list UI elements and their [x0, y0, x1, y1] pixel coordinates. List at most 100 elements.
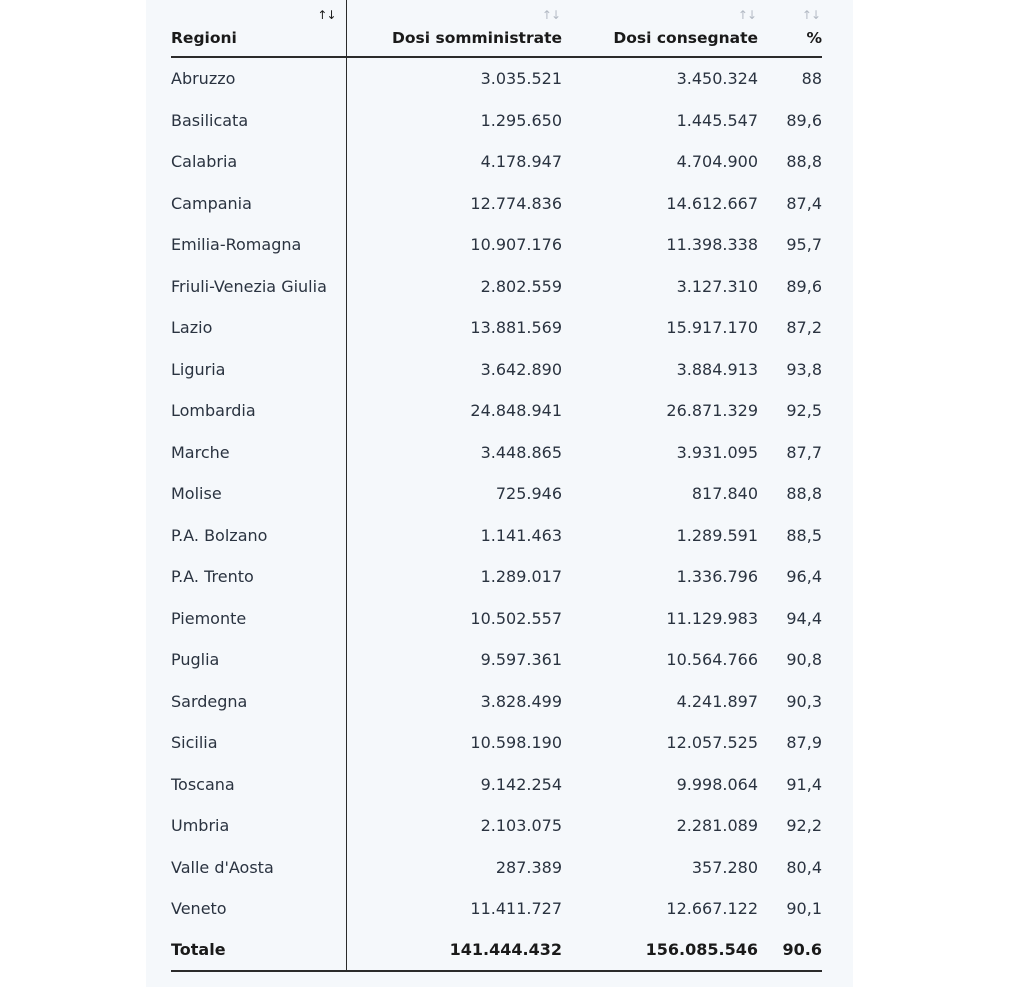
cell-region: Friuli-Venezia Giulia [171, 265, 347, 307]
cell-region: Campania [171, 182, 347, 224]
cell-dosi-consegnate: 1.445.547 [676, 110, 758, 130]
cell-dosi-somministrate: 9.597.361 [480, 650, 562, 670]
cell-dosi-consegnate: 15.917.170 [666, 318, 758, 338]
table-row: Friuli-Venezia Giulia 2.802.559 3.127.310 8… [171, 265, 822, 307]
cell-dosi-consegnate: 817.840 [691, 484, 758, 504]
sort-arrows-icon[interactable]: ↑↓ [541, 8, 561, 22]
cell-dosi-somministrate: 10.502.557 [470, 608, 562, 628]
cell-dosi-consegnate: 11.129.983 [666, 608, 758, 628]
cell-percent: 92,2 [786, 816, 822, 836]
cell-percent: 89,6 [786, 110, 822, 130]
cell-region: Piemonte [171, 597, 347, 639]
cell-region: Molise [171, 473, 347, 515]
cell-percent: 87,7 [786, 442, 822, 462]
cell-dosi-somministrate: 10.598.190 [470, 733, 562, 753]
cell-dosi-consegnate: 14.612.667 [666, 193, 758, 213]
cell-dosi-consegnate: 4.704.900 [676, 152, 758, 172]
cell-percent: 88,8 [786, 152, 822, 172]
cell-percent: 96,4 [786, 567, 822, 587]
cell-dosi-somministrate: 10.907.176 [470, 235, 562, 255]
cell-region: Sicilia [171, 722, 347, 764]
table-body: Abruzzo 3.035.521 3.450.324 88 Basilicata 1.2… [171, 57, 822, 972]
cell-percent: 95,7 [786, 235, 822, 255]
table-row: Molise 725.946 817.840 88,8 [171, 473, 822, 515]
cell-region: Toscana [171, 763, 347, 805]
cell-dosi-somministrate: 9.142.254 [480, 774, 562, 794]
column-label-regioni: Regioni [171, 29, 237, 47]
sort-arrows-icon[interactable]: ↑↓ [737, 8, 757, 22]
cell-region: Emilia-Romagna [171, 224, 347, 266]
cell-region: Calabria [171, 141, 347, 183]
table-row: Toscana 9.142.254 9.998.064 91,4 [171, 763, 822, 805]
table-row: P.A. Bolzano 1.141.463 1.289.591 88,5 [171, 514, 822, 556]
cell-percent: 94,4 [786, 608, 822, 628]
sort-arrows-icon[interactable]: ↑↓ [801, 8, 821, 22]
table-row: Sicilia 10.598.190 12.057.525 87,9 [171, 722, 822, 764]
column-label-percent: % [806, 29, 822, 47]
vaccine-doses-table: ↑↓ Regioni ↑↓ Dosi somministrate ↑↓ Dosi… [171, 0, 822, 972]
table-row: Emilia-Romagna 10.907.176 11.398.338 95,7 [171, 224, 822, 266]
cell-dosi-somministrate: 1.289.017 [480, 567, 562, 587]
cell-dosi-somministrate: 3.828.499 [480, 691, 562, 711]
cell-dosi-consegnate: 2.281.089 [676, 816, 758, 836]
column-header-dosi-consegnate[interactable]: ↑↓ Dosi consegnate [562, 0, 758, 58]
cell-percent: 90,3 [786, 691, 822, 711]
sort-arrows-icon[interactable]: ↑↓ [317, 8, 336, 22]
table-row: P.A. Trento 1.289.017 1.336.796 96,4 [171, 556, 822, 598]
total-label: Totale [171, 929, 347, 972]
cell-dosi-somministrate: 4.178.947 [480, 152, 562, 172]
total-dosi-consegnate: 156.085.546 [562, 929, 758, 972]
cell-dosi-consegnate: 4.241.897 [676, 691, 758, 711]
table-panel: ↑↓ Regioni ↑↓ Dosi somministrate ↑↓ Dosi… [146, 0, 853, 987]
cell-percent: 87,9 [786, 733, 822, 753]
table-row: Liguria 3.642.890 3.884.913 93,8 [171, 348, 822, 390]
table-row: Lombardia 24.848.941 26.871.329 92,5 [171, 390, 822, 432]
cell-dosi-somministrate: 1.295.650 [480, 110, 562, 130]
cell-dosi-somministrate: 2.802.559 [480, 276, 562, 296]
column-label-dosi-consegnate: Dosi consegnate [613, 29, 758, 47]
cell-region: Veneto [171, 888, 347, 930]
cell-dosi-consegnate: 3.450.324 [676, 69, 758, 89]
cell-percent: 88,8 [786, 484, 822, 504]
column-header-percent[interactable]: ↑↓ % [758, 0, 822, 58]
cell-dosi-somministrate: 3.642.890 [480, 359, 562, 379]
cell-percent: 87,2 [786, 318, 822, 338]
cell-dosi-consegnate: 12.057.525 [666, 733, 758, 753]
total-row: Totale 141.444.432 156.085.546 90.6 [171, 929, 822, 972]
cell-dosi-somministrate: 287.389 [495, 857, 562, 877]
cell-dosi-consegnate: 357.280 [691, 857, 758, 877]
cell-region: Puglia [171, 639, 347, 681]
cell-percent: 88 [801, 69, 822, 89]
table-row: Marche 3.448.865 3.931.095 87,7 [171, 431, 822, 473]
cell-region: Abruzzo [171, 57, 347, 100]
cell-percent: 91,4 [786, 774, 822, 794]
cell-dosi-somministrate: 11.411.727 [470, 899, 562, 919]
cell-dosi-consegnate: 12.667.122 [666, 899, 758, 919]
total-percent: 90.6 [758, 929, 822, 972]
cell-region: Sardegna [171, 680, 347, 722]
cell-dosi-consegnate: 10.564.766 [666, 650, 758, 670]
cell-dosi-consegnate: 9.998.064 [676, 774, 758, 794]
table-row: Calabria 4.178.947 4.704.900 88,8 [171, 141, 822, 183]
table-row: Umbria 2.103.075 2.281.089 92,2 [171, 805, 822, 847]
cell-dosi-consegnate: 3.127.310 [676, 276, 758, 296]
column-header-regioni[interactable]: ↑↓ Regioni [171, 0, 347, 58]
cell-dosi-consegnate: 1.289.591 [676, 525, 758, 545]
cell-percent: 92,5 [786, 401, 822, 421]
cell-percent: 80,4 [786, 857, 822, 877]
table-row: Basilicata 1.295.650 1.445.547 89,6 [171, 99, 822, 141]
column-header-dosi-somministrate[interactable]: ↑↓ Dosi somministrate [346, 0, 562, 58]
table-row: Puglia 9.597.361 10.564.766 90,8 [171, 639, 822, 681]
cell-region: Marche [171, 431, 347, 473]
cell-dosi-somministrate: 12.774.836 [470, 193, 562, 213]
cell-dosi-consegnate: 26.871.329 [666, 401, 758, 421]
table-row: Campania 12.774.836 14.612.667 87,4 [171, 182, 822, 224]
cell-dosi-somministrate: 3.035.521 [480, 69, 562, 89]
cell-percent: 88,5 [786, 525, 822, 545]
total-dosi-somministrate: 141.444.432 [346, 929, 562, 972]
cell-dosi-somministrate: 3.448.865 [480, 442, 562, 462]
cell-region: Basilicata [171, 99, 347, 141]
cell-dosi-consegnate: 3.931.095 [676, 442, 758, 462]
cell-dosi-somministrate: 24.848.941 [470, 401, 562, 421]
cell-dosi-somministrate: 1.141.463 [480, 525, 562, 545]
